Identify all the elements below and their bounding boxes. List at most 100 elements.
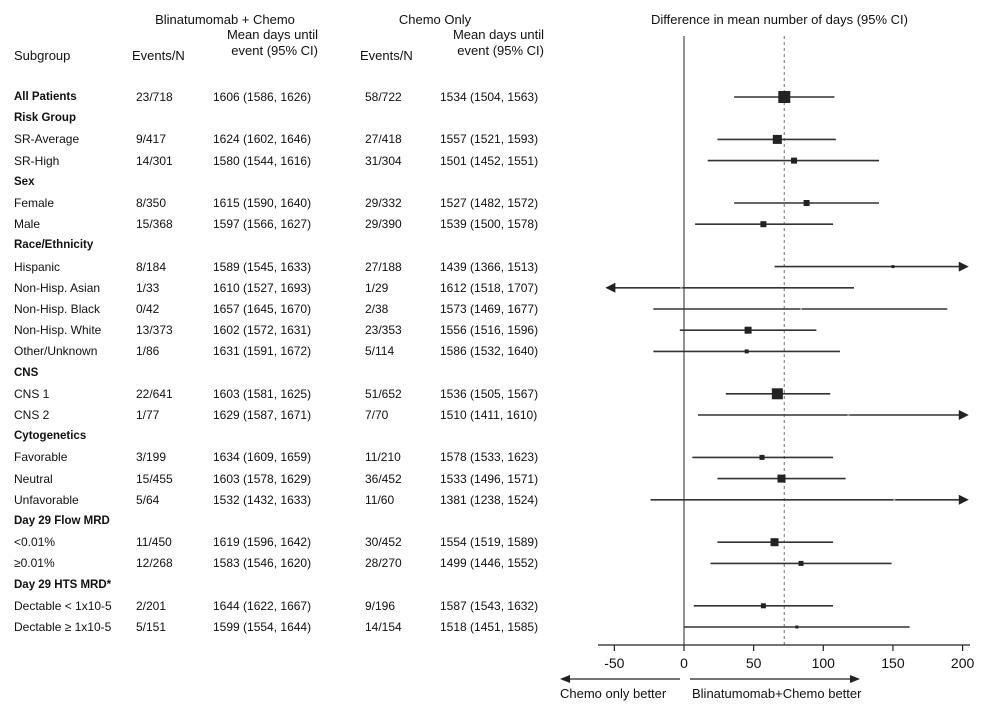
g1-events: 0/42 bbox=[136, 302, 160, 316]
g2-mean: 1533 (1496, 1571) bbox=[440, 472, 539, 486]
header-g2-events: Events/N bbox=[360, 48, 413, 63]
subgroup-label: Neutral bbox=[14, 472, 53, 486]
g1-mean: 1597 (1566, 1627) bbox=[213, 217, 312, 231]
g1-events: 8/184 bbox=[136, 260, 167, 274]
g2-events: 51/652 bbox=[365, 387, 402, 401]
ci-arrow-right bbox=[958, 261, 969, 272]
point-estimate bbox=[760, 221, 767, 228]
subgroup-label: CNS 1 bbox=[14, 387, 50, 401]
x-tick-label: 50 bbox=[746, 655, 762, 671]
subgroup-label: Other/Unknown bbox=[14, 344, 98, 358]
g2-events: 23/353 bbox=[365, 323, 402, 337]
g1-mean: 1589 (1545, 1633) bbox=[213, 260, 312, 274]
subgroup-header: Day 29 HTS MRD* bbox=[14, 579, 112, 591]
subgroup-label: Male bbox=[14, 217, 41, 231]
g2-events: 30/452 bbox=[365, 535, 402, 549]
g1-events: 8/350 bbox=[136, 196, 167, 210]
g2-mean: 1586 (1532, 1640) bbox=[440, 344, 539, 358]
g1-mean: 1631 (1591, 1672) bbox=[213, 344, 312, 358]
g1-mean: 1615 (1590, 1640) bbox=[213, 196, 312, 210]
g1-mean: 1644 (1622, 1667) bbox=[213, 599, 312, 613]
header-group1: Blinatumomab + Chemo bbox=[155, 12, 295, 27]
g2-mean: 1557 (1521, 1593) bbox=[440, 132, 539, 146]
g1-events: 2/201 bbox=[136, 599, 167, 613]
header-g1-mean-l1: Mean days until bbox=[226, 27, 318, 42]
subgroup-label: Favorable bbox=[14, 450, 68, 464]
x-tick-label: 150 bbox=[881, 655, 905, 671]
g1-mean: 1606 (1586, 1626) bbox=[213, 90, 312, 104]
point-estimate bbox=[744, 349, 749, 354]
subgroup-label: ≥0.01% bbox=[14, 556, 55, 570]
g1-events: 1/77 bbox=[136, 408, 160, 422]
ci-arrow-left bbox=[605, 282, 616, 293]
point-estimate bbox=[891, 265, 895, 269]
subgroup-label: All Patients bbox=[14, 91, 77, 103]
g2-events: 29/332 bbox=[365, 196, 402, 210]
g1-events: 1/86 bbox=[136, 344, 160, 358]
g1-mean: 1619 (1596, 1642) bbox=[213, 535, 312, 549]
direction-left-label: Chemo only better bbox=[560, 686, 667, 701]
subgroup-label: Dectable < 1x10-5 bbox=[14, 599, 112, 613]
g2-mean: 1587 (1543, 1632) bbox=[440, 599, 539, 613]
g2-events: 7/70 bbox=[365, 408, 389, 422]
subgroup-header: Risk Group bbox=[14, 112, 76, 124]
g1-events: 9/417 bbox=[136, 132, 167, 146]
g1-mean: 1634 (1609, 1659) bbox=[213, 450, 312, 464]
g1-events: 3/199 bbox=[136, 450, 167, 464]
point-estimate bbox=[759, 454, 765, 460]
subgroup-label: Non-Hisp. White bbox=[14, 323, 102, 337]
subgroup-label: CNS 2 bbox=[14, 408, 50, 422]
x-tick-label: 200 bbox=[951, 655, 975, 671]
g1-events: 15/455 bbox=[136, 472, 173, 486]
g1-events: 1/33 bbox=[136, 281, 160, 295]
point-estimate bbox=[777, 474, 786, 483]
g2-mean: 1527 (1482, 1572) bbox=[440, 196, 539, 210]
g2-events: 1/29 bbox=[365, 281, 389, 295]
g1-mean: 1583 (1546, 1620) bbox=[213, 556, 312, 570]
g1-mean: 1603 (1581, 1625) bbox=[213, 387, 312, 401]
g2-mean: 1501 (1452, 1551) bbox=[440, 154, 539, 168]
g2-mean: 1518 (1451, 1585) bbox=[440, 620, 539, 634]
g1-events: 5/64 bbox=[136, 493, 160, 507]
g2-events: 9/196 bbox=[365, 599, 396, 613]
point-estimate bbox=[791, 157, 798, 164]
point-estimate bbox=[847, 414, 850, 416]
g2-events: 27/188 bbox=[365, 260, 402, 274]
header-g2-mean-l1: Mean days until bbox=[452, 27, 544, 42]
g2-events: 11/210 bbox=[365, 450, 401, 464]
g1-mean: 1657 (1645, 1670) bbox=[213, 302, 312, 316]
point-estimate bbox=[800, 308, 803, 310]
g2-mean: 1556 (1516, 1596) bbox=[440, 323, 539, 337]
point-estimate bbox=[798, 560, 804, 566]
point-estimate bbox=[893, 498, 896, 501]
subgroup-label: <0.01% bbox=[14, 535, 56, 549]
ci-arrow-right bbox=[958, 410, 969, 420]
chart-title: Difference in mean number of days (95% C… bbox=[651, 12, 908, 27]
header-g1-events: Events/N bbox=[132, 48, 185, 63]
x-tick-label: 100 bbox=[812, 655, 836, 671]
g2-events: 29/390 bbox=[365, 217, 402, 231]
subgroup-label: Hispanic bbox=[14, 260, 61, 274]
subgroup-label: Non-Hisp. Black bbox=[14, 302, 101, 316]
g1-mean: 1580 (1544, 1616) bbox=[213, 154, 312, 168]
header-g1-mean-l2: event (95% CI) bbox=[231, 43, 318, 58]
g2-mean: 1439 (1366, 1513) bbox=[440, 260, 539, 274]
subgroup-header: CNS bbox=[14, 367, 39, 379]
g2-mean: 1510 (1411, 1610) bbox=[440, 408, 538, 422]
g1-events: 14/301 bbox=[136, 154, 173, 168]
header-subgroup: Subgroup bbox=[14, 48, 71, 63]
g2-events: 14/154 bbox=[365, 620, 402, 634]
subgroup-header: Cytogenetics bbox=[14, 430, 87, 442]
header-group2: Chemo Only bbox=[398, 12, 472, 27]
g2-mean: 1539 (1500, 1578) bbox=[440, 217, 539, 231]
g1-mean: 1532 (1432, 1633) bbox=[213, 493, 312, 507]
g1-events: 5/151 bbox=[136, 620, 167, 634]
g1-mean: 1624 (1602, 1646) bbox=[213, 132, 312, 146]
header-g2-mean-l2: event (95% CI) bbox=[457, 43, 544, 58]
ci-arrow-right bbox=[958, 494, 969, 505]
g2-mean: 1536 (1505, 1567) bbox=[440, 387, 539, 401]
g1-events: 11/450 bbox=[136, 535, 172, 549]
g2-events: 11/60 bbox=[365, 493, 395, 507]
point-estimate bbox=[770, 538, 779, 547]
